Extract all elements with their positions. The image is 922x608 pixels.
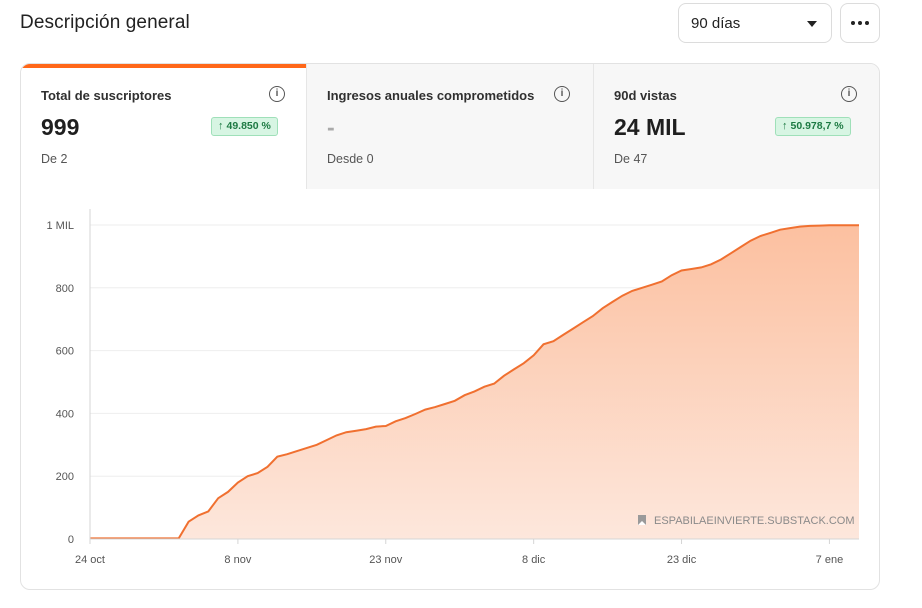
- x-tick-label: 24 oct: [75, 554, 105, 566]
- y-tick-label: 1 MIL: [46, 220, 74, 232]
- info-icon[interactable]: i: [841, 86, 857, 102]
- delta-badge: ↑ 49.850 %: [211, 117, 278, 136]
- caret-down-icon: [807, 21, 817, 27]
- more-dots-icon-3: [865, 21, 869, 25]
- series-line: [90, 224, 859, 540]
- y-tick-label: 0: [68, 534, 74, 546]
- more-dots-icon-2: [858, 21, 862, 25]
- y-tick-label: 600: [56, 346, 74, 358]
- x-tick-label: 8 nov: [224, 554, 251, 566]
- axes: [89, 209, 859, 540]
- date-range-value: 90 días: [691, 15, 741, 32]
- x-tick-label: 23 nov: [369, 554, 403, 566]
- x-tick-label: 7 ene: [816, 554, 844, 566]
- info-icon[interactable]: i: [554, 86, 570, 102]
- bookmark-icon-notch: [638, 521, 646, 525]
- stat-value: 999: [41, 114, 80, 140]
- arrow-up-icon: ↑: [782, 120, 788, 132]
- chart-svg: 0 200 400 600 800 1 MIL 24 oct 8 nov 23 nov 8 di…: [46, 209, 859, 566]
- delta-text: 49.850 %: [226, 120, 271, 132]
- overview-card: Total de suscriptores i 999 ↑ 49.850 % De…: [20, 63, 880, 590]
- stats-row: Total de suscriptores i 999 ↑ 49.850 % De…: [21, 64, 879, 189]
- stat-tab-views[interactable]: 90d vistas i 24 MIL ↑ 50.978,7 % De 47: [594, 64, 879, 189]
- info-icon[interactable]: i: [269, 86, 285, 102]
- more-options-button[interactable]: [840, 3, 880, 43]
- stat-sub: De 2: [41, 152, 68, 166]
- more-dots-icon: [851, 21, 855, 25]
- page-title: Descripción general: [20, 12, 190, 33]
- x-tick-label: 8 dic: [522, 554, 546, 566]
- y-tick-label: 200: [56, 471, 74, 483]
- arrow-up-icon: ↑: [218, 120, 224, 132]
- stat-sub: Desde 0: [327, 152, 374, 166]
- y-tick-label: 800: [56, 283, 74, 295]
- subscriber-chart: 0 200 400 600 800 1 MIL 24 oct 8 nov 23 nov 8 di…: [21, 190, 879, 589]
- stat-label: Total de suscriptores: [41, 88, 172, 103]
- watermark-text: ESPABILAEINVIERTE.SUBSTACK.COM: [654, 515, 855, 527]
- delta-badge: ↑ 50.978,7 %: [775, 117, 851, 136]
- area-fill: [90, 225, 859, 540]
- x-tick-labels: 24 oct 8 nov 23 nov 8 dic 23 dic 7 ene: [75, 539, 843, 566]
- delta-text: 50.978,7 %: [790, 120, 844, 132]
- y-tick-label: 400: [56, 408, 74, 420]
- stat-tab-subscribers[interactable]: Total de suscriptores i 999 ↑ 49.850 % De…: [21, 64, 307, 189]
- y-tick-labels: 0 200 400 600 800 1 MIL: [46, 220, 74, 546]
- stat-tab-revenue[interactable]: Ingresos anuales comprometidos i - Desde…: [307, 64, 594, 189]
- stat-value: -: [327, 114, 335, 140]
- x-tick-label: 23 dic: [667, 554, 697, 566]
- page-header: Descripción general 90 días: [20, 0, 900, 48]
- stat-label: 90d vistas: [614, 88, 677, 103]
- date-range-select[interactable]: 90 días: [678, 3, 832, 43]
- stat-value: 24 MIL: [614, 114, 686, 140]
- watermark: ESPABILAEINVIERTE.SUBSTACK.COM: [638, 515, 855, 527]
- bookmark-icon: [638, 515, 646, 525]
- stat-label: Ingresos anuales comprometidos: [327, 88, 535, 103]
- stat-sub: De 47: [614, 152, 648, 166]
